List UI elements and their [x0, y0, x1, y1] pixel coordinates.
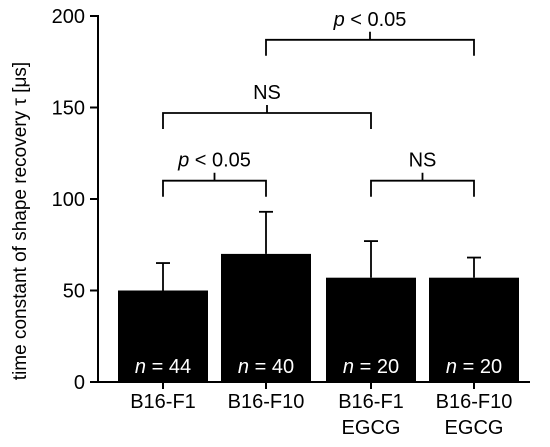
y-tick-label: 50: [63, 281, 85, 303]
bar: [429, 277, 519, 382]
significance-label: p < 0.05: [333, 9, 407, 31]
y-tick-label: 0: [74, 372, 85, 394]
error-bars: [156, 210, 481, 291]
bar: [326, 277, 416, 382]
significance-label: NS: [253, 82, 281, 104]
y-tick-label: 150: [52, 98, 85, 120]
bar-n-labels: n = 44 n = 40 n = 20 n = 20: [135, 356, 502, 378]
y-tick-label: 100: [52, 189, 85, 211]
significance-bracket: [370, 172, 475, 197]
y-ticks: 0 50 100 150 200: [52, 6, 98, 394]
bar-n-label: n = 40: [238, 356, 294, 378]
y-axis-label: time constant of shape recovery τ [μs]: [10, 62, 31, 380]
category-label-line2: EGCG: [445, 417, 504, 439]
bar: [118, 290, 208, 382]
bar-n-label: n = 20: [343, 356, 399, 378]
significance-label: p < 0.05: [177, 150, 251, 172]
significance-brackets: p < 0.05 NS p < 0.05 NS: [162, 9, 475, 197]
y-tick-label: 200: [52, 6, 85, 28]
bar-n-label: n = 44: [135, 356, 191, 378]
significance-bracket: [265, 31, 475, 56]
bar-n-label: n = 20: [446, 356, 502, 378]
significance-label: NS: [409, 150, 437, 172]
category-label-line2: EGCG: [342, 417, 401, 439]
category-labels: B16-F1 B16-F10 B16-F1 EGCG B16-F10 EGCG: [130, 391, 512, 439]
category-label: B16-F10: [228, 391, 305, 413]
bars: [118, 253, 519, 382]
category-label: B16-F1: [130, 391, 196, 413]
significance-bracket: [162, 172, 267, 197]
category-label: B16-F1: [338, 391, 404, 413]
bar: [221, 253, 311, 382]
significance-bracket: [162, 104, 372, 129]
category-label: B16-F10: [436, 391, 513, 413]
